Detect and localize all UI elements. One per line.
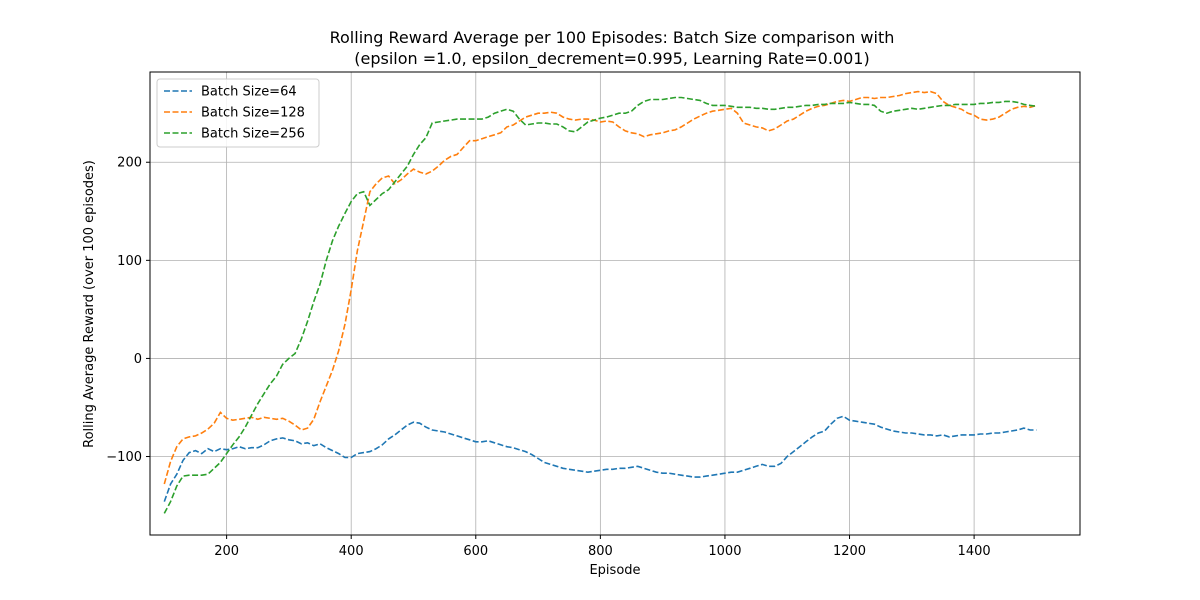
x-tick-label: 1400 [958,544,991,559]
chart-subtitle: (epsilon =1.0, epsilon_decrement=0.995, … [354,49,869,69]
y-tick-label: 100 [117,254,142,269]
plot-frame [149,71,1081,536]
x-tick-label: 600 [463,544,488,559]
y-axis-label: Rolling Average Reward (over 100 episode… [82,160,97,448]
x-tick-label: 400 [339,544,364,559]
legend-label: Batch Size=128 [201,106,305,121]
chart-title: Rolling Reward Average per 100 Episodes:… [330,28,895,47]
grid-lines [150,72,1080,535]
legend-label: Batch Size=64 [201,85,297,100]
x-tick-label: 1000 [708,544,741,559]
legend-box [156,78,320,148]
x-axis-label: Episode [589,563,640,578]
series-group [163,90,1037,514]
legend: Batch Size=64 Batch Size=128 Batch Size=25… [156,78,320,148]
y-tick-label: −100 [106,450,142,465]
series-line-batch-2 [163,96,1037,514]
y-tick-label: 0 [134,352,142,367]
legend-label: Batch Size=256 [201,127,305,142]
series-line-batch-0 [163,415,1037,502]
x-tick-label: 200 [214,544,239,559]
x-tick-label: 1200 [833,544,866,559]
x-tick-label: 800 [588,544,613,559]
axis-ticks: 200 400 600 800 1000 1200 1400 −100 0 100 200 [106,156,990,559]
series-line-batch-1 [163,90,1037,485]
y-tick-label: 200 [117,156,142,171]
